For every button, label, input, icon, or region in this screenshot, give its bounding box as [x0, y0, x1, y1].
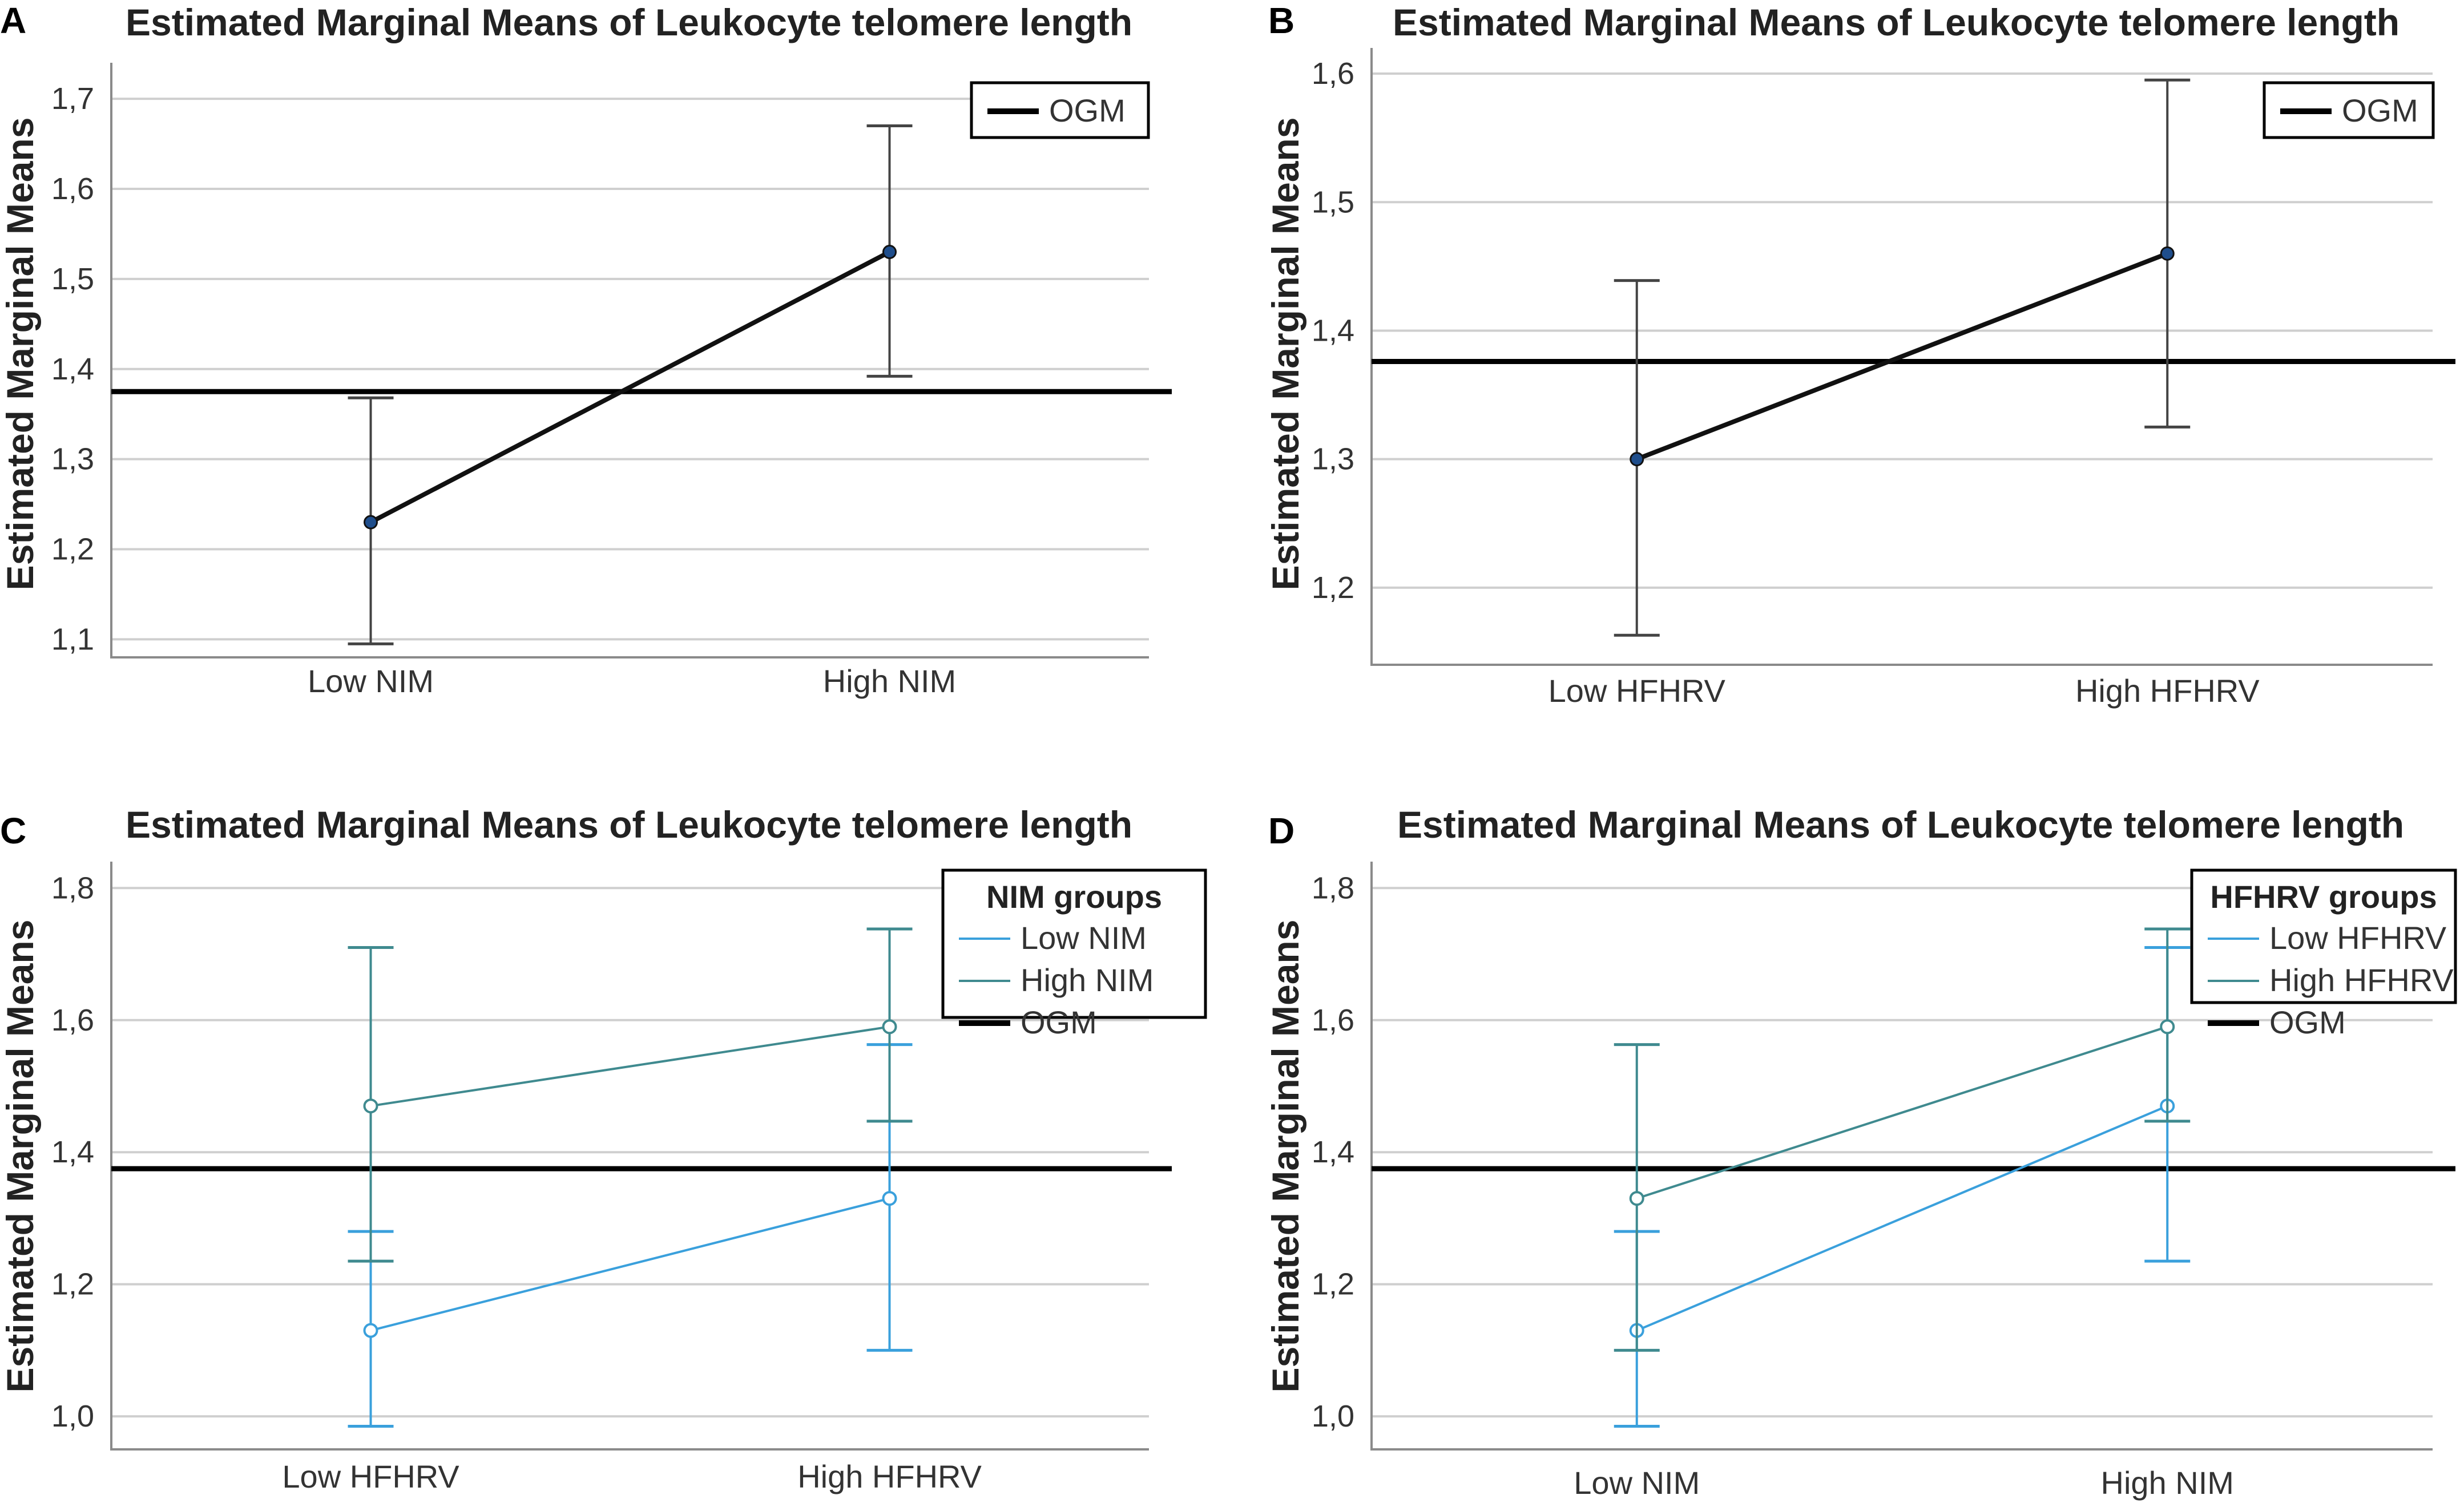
y-tick-label: 1,5 [51, 262, 94, 296]
y-tick-label: 1,6 [1312, 56, 1354, 91]
chart-title: Estimated Marginal Means of Leukocyte te… [126, 803, 1132, 846]
y-tick-label: 1,2 [1312, 1267, 1354, 1302]
x-category-label: High NIM [2101, 1465, 2234, 1501]
legend-label: Low HFHRV [2269, 920, 2447, 956]
chart-title: Estimated Marginal Means of Leukocyte te… [1393, 1, 2400, 43]
y-tick-label: 1,2 [51, 1267, 94, 1302]
legend: OGM [970, 81, 1150, 139]
legend-label: Low NIM [1021, 920, 1147, 956]
y-tick-label: 1,2 [51, 532, 94, 567]
y-axis-label: Estimated Marginal Means [1264, 118, 1306, 591]
y-tick-label: 1,4 [1312, 1135, 1354, 1169]
legend-box [941, 868, 1207, 1019]
series-mean [1614, 78, 2191, 637]
y-tick-label: 1,4 [51, 352, 94, 386]
legend-title: NIM groups [986, 879, 1162, 915]
data-point [882, 245, 897, 260]
axis-frame [110, 63, 1149, 658]
data-point [1630, 452, 1644, 467]
panel-letter: D [1268, 810, 1294, 851]
legend: NIM groups Low NIM High NIM OGM [941, 868, 1207, 1040]
data-point [1629, 1191, 1644, 1206]
y-tick-label: 1,2 [1312, 571, 1354, 605]
y-tick-label: 1,7 [51, 82, 94, 116]
x-category-label: High HFHRV [797, 1458, 982, 1494]
legend-label: High HFHRV [2269, 962, 2454, 998]
series-line [1636, 1025, 2168, 1200]
y-axis-label: Estimated Marginal Means [0, 118, 41, 591]
x-category-label: High NIM [823, 663, 956, 699]
legend: HFHRV groups Low HFHRV High HFHRV OGM [2190, 868, 2457, 1040]
y-tick-label: 1,1 [51, 622, 94, 656]
axis-frame [1370, 48, 2433, 666]
series-mean [348, 124, 913, 645]
axis-frame [110, 862, 1149, 1451]
panel-letter: A [0, 0, 26, 41]
legend-title: HFHRV groups [2210, 879, 2437, 915]
axis-frame [1370, 862, 2433, 1451]
y-axis-label: Estimated Marginal Means [1264, 920, 1306, 1393]
series-high-nim [348, 927, 913, 1263]
x-category-label: Low HFHRV [282, 1458, 459, 1494]
y-tick-label: 1,3 [1312, 442, 1354, 476]
panel-c: C Estimated Marginal Means of Leukocyte t… [0, 803, 1207, 1494]
data-point [363, 1098, 378, 1114]
series-line [1636, 1105, 2168, 1332]
y-tick-label: 1,3 [51, 442, 94, 476]
y-tick-label: 1,0 [51, 1399, 94, 1433]
y-tick-label: 1,8 [1312, 871, 1354, 905]
panel-b: B Estimated Marginal Means of Leukocyte t… [1264, 0, 2455, 709]
y-tick-label: 1,0 [1312, 1399, 1354, 1433]
series-line [369, 249, 891, 524]
x-category-label: Low HFHRV [1548, 673, 1726, 709]
data-point [882, 1191, 897, 1206]
y-tick-label: 1,8 [51, 871, 94, 905]
y-tick-label: 1,6 [1312, 1003, 1354, 1037]
data-point [882, 1019, 897, 1035]
x-category-label: High HFHRV [2075, 673, 2260, 709]
chart-title: Estimated Marginal Means of Leukocyte te… [1397, 803, 2404, 846]
panel-d: D Estimated Marginal Means of Leukocyte t… [1264, 803, 2457, 1501]
series-line [370, 1025, 890, 1108]
x-category-label: Low NIM [308, 663, 434, 699]
legend-label: OGM [1049, 92, 1126, 128]
x-category-label: Low NIM [1574, 1465, 1700, 1501]
panel-letter: C [0, 810, 26, 851]
panel-letter: B [1268, 0, 1294, 41]
y-axis-label: Estimated Marginal Means [0, 920, 41, 1393]
data-point [364, 515, 378, 530]
panel-a: A Estimated Marginal Means of Leukocyte t… [0, 0, 1172, 699]
y-tick-label: 1,6 [51, 1003, 94, 1037]
series-line [370, 1197, 890, 1332]
legend: OGM [2263, 81, 2435, 139]
data-point [2160, 246, 2175, 261]
chart-title: Estimated Marginal Means of Leukocyte te… [126, 1, 1132, 43]
series-low-nim [348, 1043, 913, 1428]
y-tick-label: 1,4 [51, 1135, 94, 1169]
y-tick-label: 1,4 [1312, 313, 1354, 348]
legend-label: OGM [1021, 1004, 1097, 1040]
legend-label: OGM [2269, 1004, 2346, 1040]
legend-label: OGM [2342, 92, 2418, 128]
legend-label: High NIM [1021, 962, 1154, 998]
data-point [363, 1323, 378, 1338]
data-point [2160, 1019, 2175, 1035]
y-tick-label: 1,6 [51, 172, 94, 206]
series-line [1636, 251, 2168, 462]
y-tick-label: 1,5 [1312, 185, 1354, 219]
series-high-hfhrv [1614, 927, 2191, 1352]
